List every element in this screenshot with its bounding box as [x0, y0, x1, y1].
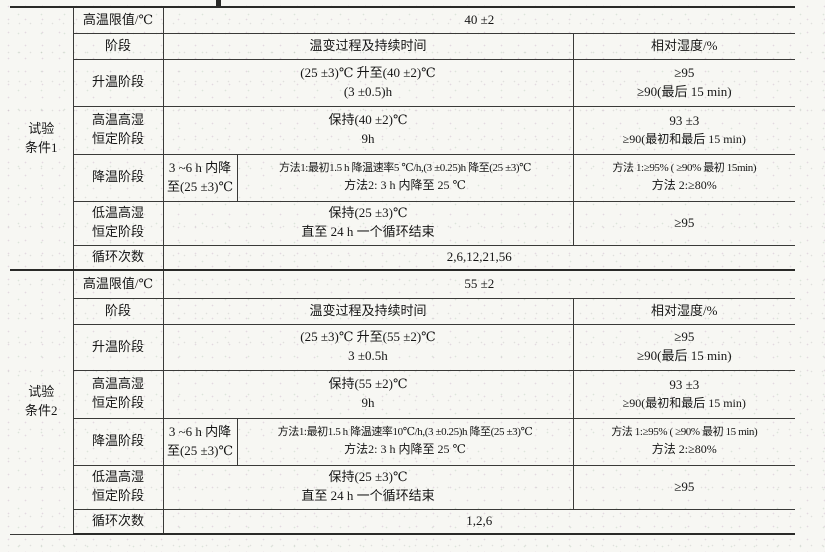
fall-humidity-cell: 方法 1:≥95% ( ≥90% 最初 15min) 方法 2:≥80% [572, 153, 796, 202]
table-row: 试验 条件1 高温限值/℃ 40 ±2 [10, 6, 796, 271]
cycles-value-cell: 1,2,6 [162, 508, 796, 535]
fall-method-cell: 方法1:最初1.5 h 降温速率10℃/h,(3 ±0.25)h 降至(25 ±… [236, 417, 574, 466]
cold-process-cell: 保持(25 ±3)℃ 直至 24 h 一个循环结束 [162, 200, 574, 246]
test-conditions-table: 试验 条件1 高温限值/℃ 40 ±2 阶段 温变过程及持续时间 相对湿度/% … [10, 6, 796, 535]
fall-stage-cell: 降温阶段 [72, 153, 164, 202]
humidity-header-cell: 相对湿度/% [572, 32, 796, 60]
table-row: 阶段 温变过程及持续时间 相对湿度/% [10, 297, 796, 325]
table-row: 试验 条件2 高温限值/℃ 55 ±2 [10, 269, 796, 535]
hot-stage-cell: 高温高湿 恒定阶段 [72, 369, 164, 419]
table-row: 降温阶段 3 ~6 h 内降 至(25 ±3)℃ 方法1:最初1.5 h 降温速… [10, 153, 796, 202]
table-row: 降温阶段 3 ~6 h 内降 至(25 ±3)℃ 方法1:最初1.5 h 降温速… [10, 417, 796, 466]
process-header-cell: 温变过程及持续时间 [162, 297, 574, 325]
rise-process-cell: (25 ±3)℃ 升至(55 ±2)℃ 3 ±0.5h [162, 323, 574, 371]
limit-value-cell: 40 ±2 [162, 6, 796, 34]
rise-stage-cell: 升温阶段 [72, 323, 164, 371]
cycles-header-cell: 循环次数 [72, 508, 164, 535]
fall-humidity-cell: 方法 1:≥95% ( ≥90% 最初 15 min) 方法 2:≥80% [572, 417, 796, 466]
table-row: 高温高湿 恒定阶段 保持(40 ±2)℃ 9h 93 ±3 ≥90(最初和最后 … [10, 105, 796, 155]
rise-stage-cell: 升温阶段 [72, 58, 164, 107]
condition-label: 试验 [28, 384, 55, 400]
condition2-label-cell: 试验 条件2 [10, 269, 74, 535]
table-row: 循环次数 1,2,6 [10, 508, 796, 535]
fall-method-cell: 方法1:最初1.5 h 降温速率5 ℃/h,(3 ±0.25)h 降至(25 ±… [236, 153, 574, 202]
cycles-header-cell: 循环次数 [72, 244, 164, 271]
table-row: 低温高湿 恒定阶段 保持(25 ±3)℃ 直至 24 h 一个循环结束 ≥95 [10, 200, 796, 246]
cold-humidity-cell: ≥95 [572, 464, 796, 510]
stage-header-cell: 阶段 [72, 297, 164, 325]
cycles-value-cell: 2,6,12,21,56 [162, 244, 796, 271]
condition-label: 条件2 [24, 403, 58, 419]
hot-stage-cell: 高温高湿 恒定阶段 [72, 105, 164, 155]
scan-artifact [216, 0, 221, 8]
cold-stage-cell: 低温高湿 恒定阶段 [72, 200, 164, 246]
fall-range-cell: 3 ~6 h 内降 至(25 ±3)℃ [162, 417, 238, 466]
process-header-cell: 温变过程及持续时间 [162, 32, 574, 60]
table-row: 循环次数 2,6,12,21,56 [10, 244, 796, 271]
cold-humidity-cell: ≥95 [572, 200, 796, 246]
condition-label: 条件1 [24, 139, 58, 155]
table-row: 低温高湿 恒定阶段 保持(25 ±3)℃ 直至 24 h 一个循环结束 ≥95 [10, 464, 796, 510]
condition-label: 试验 [28, 120, 55, 136]
cold-process-cell: 保持(25 ±3)℃ 直至 24 h 一个循环结束 [162, 464, 574, 510]
rise-process-cell: (25 ±3)℃ 升至(40 ±2)℃ (3 ±0.5)h [162, 58, 574, 107]
limit-header-cell: 高温限值/℃ [72, 269, 164, 299]
limit-value-cell: 55 ±2 [162, 269, 796, 299]
table-row: 升温阶段 (25 ±3)℃ 升至(40 ±2)℃ (3 ±0.5)h ≥95 ≥… [10, 58, 796, 107]
hot-process-cell: 保持(55 ±2)℃ 9h [162, 369, 574, 419]
cold-stage-cell: 低温高湿 恒定阶段 [72, 464, 164, 510]
condition1-label-cell: 试验 条件1 [10, 6, 74, 271]
rise-humidity-cell: ≥95 ≥90(最后 15 min) [572, 58, 796, 107]
hot-humidity-cell: 93 ±3 ≥90(最初和最后 15 min) [572, 369, 796, 419]
limit-header-cell: 高温限值/℃ [72, 6, 164, 34]
fall-range-cell: 3 ~6 h 内降 至(25 ±3)℃ [162, 153, 238, 202]
hot-process-cell: 保持(40 ±2)℃ 9h [162, 105, 574, 155]
stage-header-cell: 阶段 [72, 32, 164, 60]
humidity-header-cell: 相对湿度/% [572, 297, 796, 325]
hot-humidity-cell: 93 ±3 ≥90(最初和最后 15 min) [572, 105, 796, 155]
table-row: 升温阶段 (25 ±3)℃ 升至(55 ±2)℃ 3 ±0.5h ≥95 ≥90… [10, 323, 796, 371]
table-row: 阶段 温变过程及持续时间 相对湿度/% [10, 32, 796, 60]
rise-humidity-cell: ≥95 ≥90(最后 15 min) [572, 323, 796, 371]
fall-stage-cell: 降温阶段 [72, 417, 164, 466]
table-row: 高温高湿 恒定阶段 保持(55 ±2)℃ 9h 93 ±3 ≥90(最初和最后 … [10, 369, 796, 419]
